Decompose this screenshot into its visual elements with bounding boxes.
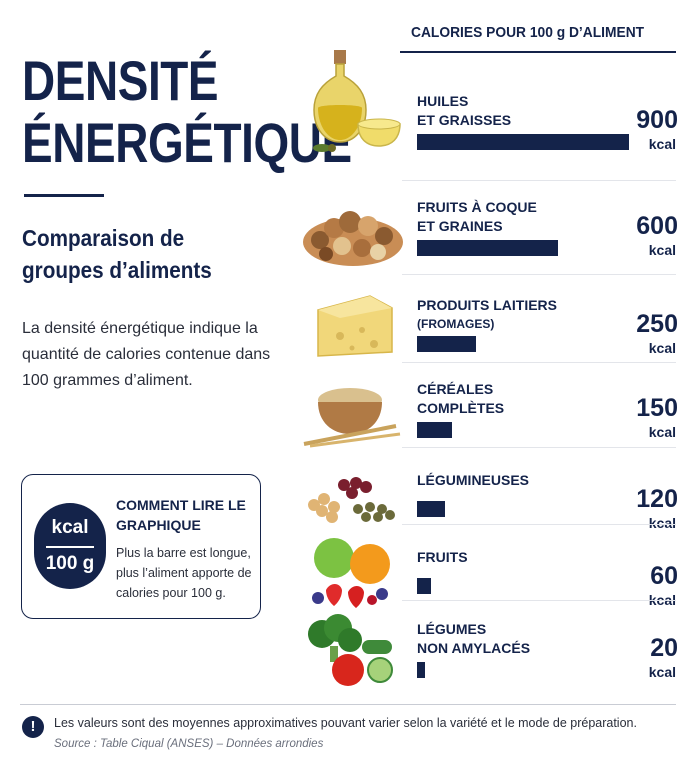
source-note: Source : Table Ciqual (ANSES) – Données … — [54, 738, 324, 750]
value-bar — [417, 662, 425, 678]
category-label: FRUITS À COQUE ET GRAINES — [417, 199, 537, 234]
page-title: DENSITÉ ÉNERGÉTIQUE — [22, 49, 352, 174]
unit-label: kcal — [648, 242, 676, 258]
unit-label: kcal — [648, 340, 676, 356]
chart-row: PRODUITS LAITIERS (FROMAGES) 250 kcal — [300, 282, 680, 370]
kcal-per-100g-badge: kcal 100 g — [34, 503, 106, 589]
chart-row: LÉGUMES NON AMYLACÉS 20 kcal — [300, 608, 680, 700]
value-bar — [417, 134, 629, 150]
row-divider — [402, 447, 676, 448]
value-bar — [417, 240, 558, 256]
row-divider — [402, 524, 676, 525]
chart-title-divider — [400, 51, 676, 53]
value-bar — [417, 422, 452, 438]
chart-row: HUILES ET GRAISSES 900 kcal — [300, 50, 680, 188]
unit-label: kcal — [648, 424, 676, 440]
badge-unit: kcal — [51, 517, 89, 538]
how-to-read-box: kcal 100 g COMMENT LIRE LE GRAPHIQUE Plu… — [21, 474, 261, 619]
footer-divider — [20, 704, 676, 705]
chart-row: LÉGUMINEUSES 120 kcal — [300, 455, 680, 532]
page-title-line-2: ÉNERGÉTIQUE — [22, 111, 352, 174]
olive-oil-icon — [300, 50, 406, 152]
how-to-read-text: Plus la barre est longue, plus l’aliment… — [116, 546, 252, 600]
unit-label: kcal — [648, 515, 676, 531]
category-label: LÉGUMINEUSES — [417, 472, 530, 488]
badge-quantity: 100 g — [45, 553, 95, 574]
value-label: 250 — [636, 310, 678, 338]
category-sublabel: (FROMAGES) — [417, 317, 495, 331]
category-label: HUILES ET GRAISSES — [417, 93, 512, 128]
chart-row: FRUITS 60 kcal — [300, 532, 680, 608]
value-label: 120 — [636, 485, 678, 513]
value-label: 60 — [650, 562, 678, 590]
value-label: 600 — [636, 212, 678, 240]
title-divider — [24, 194, 104, 197]
category-label: CÉRÉALES COMPLÈTES — [417, 381, 505, 416]
legumes-icon — [300, 459, 406, 539]
how-to-read-title: COMMENT LIRE LE GRAPHIQUE — [116, 497, 246, 533]
cheese-icon — [300, 286, 406, 366]
badge-divider — [46, 546, 94, 548]
chart-title: CALORIES POUR 100 g D’ALIMENT — [411, 24, 645, 41]
nuts-icon — [300, 192, 406, 272]
info-icon: ! — [22, 716, 44, 738]
fruits-icon — [300, 536, 406, 616]
row-divider — [402, 180, 676, 181]
value-bar — [417, 501, 445, 517]
category-label: PRODUITS LAITIERS — [417, 297, 558, 313]
unit-label: kcal — [648, 136, 676, 152]
page-title-line-1: DENSITÉ — [22, 49, 219, 112]
value-bar — [417, 336, 476, 352]
category-label: LÉGUMES NON AMYLACÉS — [417, 621, 531, 656]
row-divider — [402, 274, 676, 275]
chart-row: CÉRÉALES COMPLÈTES 150 kcal — [300, 370, 680, 455]
row-divider — [402, 362, 676, 363]
category-label: FRUITS — [417, 549, 468, 565]
footnote: Les valeurs sont des moyennes approximat… — [54, 716, 637, 730]
page-description: La densité énergétique indique la quanti… — [22, 320, 271, 389]
vegetables-icon — [300, 612, 406, 692]
value-label: 150 — [636, 394, 678, 422]
value-bar — [417, 578, 431, 594]
page-subtitle: Comparaison de groupes d’aliments — [22, 225, 212, 283]
unit-label: kcal — [648, 664, 676, 680]
grain-bowl-icon — [300, 374, 406, 454]
value-label: 900 — [636, 106, 678, 134]
row-divider — [402, 600, 676, 601]
chart-row: FRUITS À COQUE ET GRAINES 600 kcal — [300, 188, 680, 282]
value-label: 20 — [650, 634, 678, 662]
